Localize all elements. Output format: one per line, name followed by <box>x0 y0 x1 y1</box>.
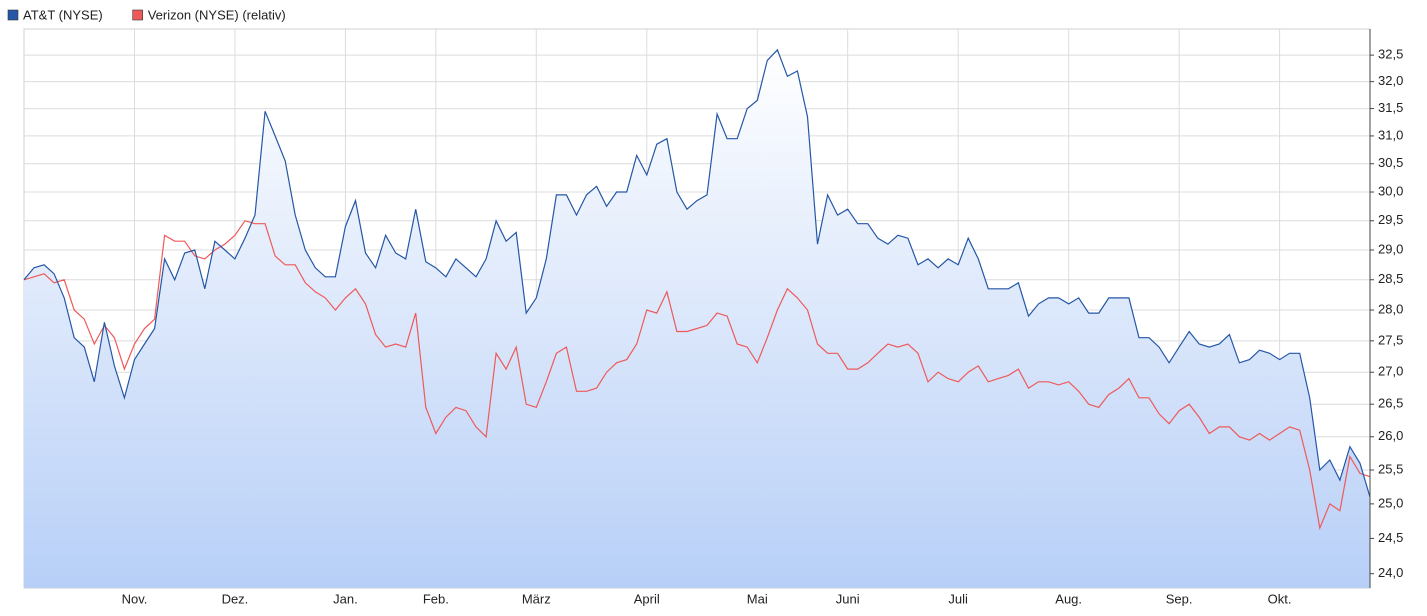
y-tick-label: 25,0 <box>1378 495 1403 510</box>
x-tick-label: Feb. <box>423 591 449 606</box>
area-layer <box>24 49 1370 588</box>
series-line <box>23 220 1371 531</box>
y-tick-label: 25,5 <box>1378 461 1403 476</box>
x-tick-label: März <box>522 591 551 606</box>
y-tick-label: 24,0 <box>1378 565 1403 580</box>
legend-swatch <box>132 9 144 21</box>
y-tick-label: 32,0 <box>1378 73 1403 88</box>
legend-label: AT&T (NYSE) <box>23 7 103 22</box>
y-tick-label: 30,5 <box>1378 155 1403 170</box>
series-area <box>24 49 1370 588</box>
x-tick-label: Sep. <box>1166 591 1193 606</box>
y-tick-label: 31,5 <box>1378 100 1403 115</box>
x-tick-label: Mai <box>747 591 768 606</box>
y-tick-label: 29,0 <box>1378 241 1403 256</box>
y-tick-label: 31,0 <box>1378 127 1403 142</box>
y-tick-label: 27,5 <box>1378 332 1403 347</box>
x-tick-label: Dez. <box>222 591 249 606</box>
x-tick-label: Juli <box>948 591 968 606</box>
y-tick-label: 32,5 <box>1378 47 1403 62</box>
x-tick-label: April <box>634 591 660 606</box>
x-tick-label: Okt. <box>1268 591 1292 606</box>
y-tick-label: 28,5 <box>1378 271 1403 286</box>
legend-label: Verizon (NYSE) (relativ) <box>148 7 286 22</box>
x-tick-label: Nov. <box>122 591 148 606</box>
y-tick-label: 24,5 <box>1378 530 1403 545</box>
y-tick-label: 26,0 <box>1378 428 1403 443</box>
y-tick-label: 29,5 <box>1378 212 1403 227</box>
y-tick-label: 30,0 <box>1378 183 1403 198</box>
series-line <box>23 48 1371 498</box>
x-tick-label: Juni <box>836 591 860 606</box>
labels: 24,0 24,5 25,0 25,5 26,0 26,5 27,0 27,5 28,0 28,5… <box>7 7 1403 606</box>
x-tick-label: Jan. <box>333 591 358 606</box>
x-tick-label: Aug. <box>1055 591 1082 606</box>
y-tick-label: 26,5 <box>1378 396 1403 411</box>
y-tick-label: 28,0 <box>1378 301 1403 316</box>
line-layer <box>23 48 1371 531</box>
y-tick-label: 27,0 <box>1378 364 1403 379</box>
legend-swatch <box>7 9 19 21</box>
